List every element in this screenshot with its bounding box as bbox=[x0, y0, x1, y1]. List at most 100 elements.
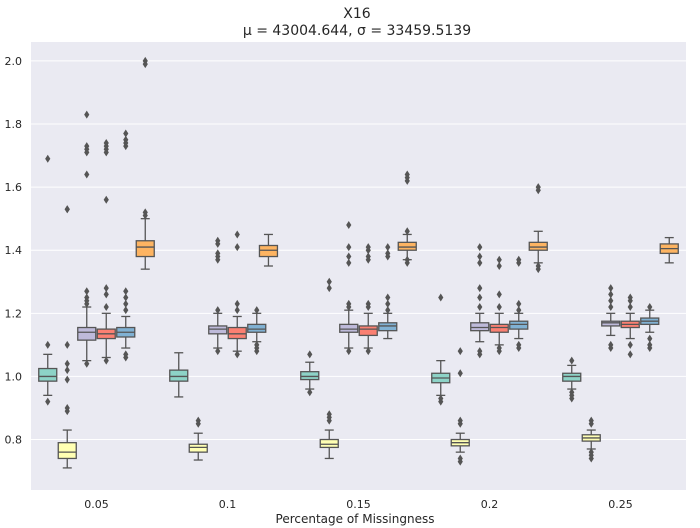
outlier-point bbox=[84, 299, 90, 308]
box-group bbox=[96, 138, 116, 365]
outlier-point bbox=[569, 356, 575, 365]
y-tick-label: 1.8 bbox=[5, 118, 23, 131]
outlier-point bbox=[84, 110, 90, 119]
outlier-point bbox=[254, 306, 260, 315]
box-body bbox=[227, 326, 247, 340]
outlier-point bbox=[608, 290, 614, 299]
outlier-point bbox=[608, 296, 614, 305]
box-body bbox=[339, 323, 359, 333]
outlier-point bbox=[215, 306, 221, 315]
box-body bbox=[38, 367, 58, 382]
box-body bbox=[319, 438, 339, 449]
box-group bbox=[358, 243, 378, 356]
outlier-point bbox=[195, 419, 201, 428]
box-body bbox=[188, 443, 208, 453]
box-group bbox=[659, 236, 679, 264]
box-group bbox=[135, 56, 155, 270]
y-tick-label: 2.0 bbox=[5, 55, 23, 68]
outlier-point bbox=[457, 369, 463, 378]
outlier-point bbox=[457, 347, 463, 356]
x-tick-label: 0.2 bbox=[481, 498, 499, 511]
outlier-point bbox=[404, 258, 410, 267]
outlier-point bbox=[477, 284, 483, 293]
box-group bbox=[450, 347, 470, 466]
y-tick-label: 1.6 bbox=[5, 181, 23, 194]
box-group bbox=[339, 220, 359, 356]
outlier-point bbox=[123, 287, 129, 296]
outlier-point bbox=[516, 258, 522, 267]
outlier-point bbox=[64, 205, 70, 214]
outlier-point bbox=[326, 284, 332, 293]
box-body bbox=[528, 241, 548, 251]
x-tick-label: 0.05 bbox=[84, 498, 109, 511]
box-body bbox=[258, 244, 279, 258]
outlier-point bbox=[627, 296, 633, 305]
box-group bbox=[378, 243, 398, 340]
y-tick-label: 1.2 bbox=[5, 307, 23, 320]
box-body bbox=[509, 320, 529, 330]
outlier-point bbox=[346, 303, 352, 312]
outlier-point bbox=[457, 419, 463, 428]
outlier-point bbox=[234, 350, 240, 359]
outlier-point bbox=[365, 246, 371, 255]
box-group bbox=[470, 243, 490, 359]
box-body bbox=[470, 322, 490, 332]
x-axis-ticks: 0.05 0.1 0.15 0.2 0.25 bbox=[84, 498, 633, 511]
outlier-point bbox=[103, 284, 109, 293]
box-body bbox=[489, 323, 509, 333]
outlier-point bbox=[254, 347, 260, 356]
box-body bbox=[247, 323, 267, 333]
outlier-point bbox=[608, 303, 614, 312]
outlier-point bbox=[215, 255, 221, 264]
outlier-point bbox=[647, 344, 653, 353]
box-group bbox=[601, 284, 621, 353]
outlier-point bbox=[234, 299, 240, 308]
outlier-point bbox=[385, 293, 391, 302]
outlier-point bbox=[103, 290, 109, 299]
outlier-point bbox=[346, 243, 352, 252]
chart-subtitle: μ = 43004.644, σ = 33459.5139 bbox=[243, 23, 471, 39]
box-body bbox=[601, 320, 621, 327]
outlier-point bbox=[516, 299, 522, 308]
box-body bbox=[397, 241, 417, 251]
outlier-point bbox=[496, 347, 502, 356]
outlier-point bbox=[142, 60, 148, 69]
x-axis-label: Percentage of Missingness bbox=[276, 512, 435, 526]
outlier-point bbox=[234, 306, 240, 315]
outlier-point bbox=[103, 195, 109, 204]
outlier-point bbox=[516, 306, 522, 315]
outlier-point bbox=[84, 359, 90, 368]
outlier-point bbox=[477, 293, 483, 302]
outlier-point bbox=[477, 350, 483, 359]
chart-title: X16 bbox=[343, 6, 370, 22]
outlier-point bbox=[477, 303, 483, 312]
outlier-point bbox=[365, 347, 371, 356]
outlier-point bbox=[588, 419, 594, 428]
outlier-point bbox=[103, 356, 109, 365]
outlier-point bbox=[64, 359, 70, 368]
outlier-point bbox=[103, 148, 109, 157]
box-group bbox=[431, 293, 451, 406]
box-group bbox=[57, 205, 77, 469]
box-group bbox=[562, 356, 582, 403]
outlier-point bbox=[64, 375, 70, 384]
outlier-point bbox=[103, 303, 109, 312]
outlier-point bbox=[496, 290, 502, 299]
outlier-point bbox=[385, 252, 391, 261]
outlier-point bbox=[385, 299, 391, 308]
outlier-point bbox=[307, 350, 313, 359]
outlier-point bbox=[123, 142, 129, 151]
box-group bbox=[489, 255, 509, 356]
box-body bbox=[562, 372, 582, 382]
box-body bbox=[378, 322, 398, 332]
outlier-point bbox=[608, 344, 614, 353]
box-group bbox=[300, 350, 320, 397]
outlier-point bbox=[404, 176, 410, 185]
box-group bbox=[169, 352, 189, 398]
outlier-point bbox=[123, 293, 129, 302]
outlier-point bbox=[496, 255, 502, 264]
box-group bbox=[38, 154, 58, 406]
box-group bbox=[528, 183, 548, 274]
outlier-point bbox=[496, 303, 502, 312]
outlier-point bbox=[123, 353, 129, 362]
